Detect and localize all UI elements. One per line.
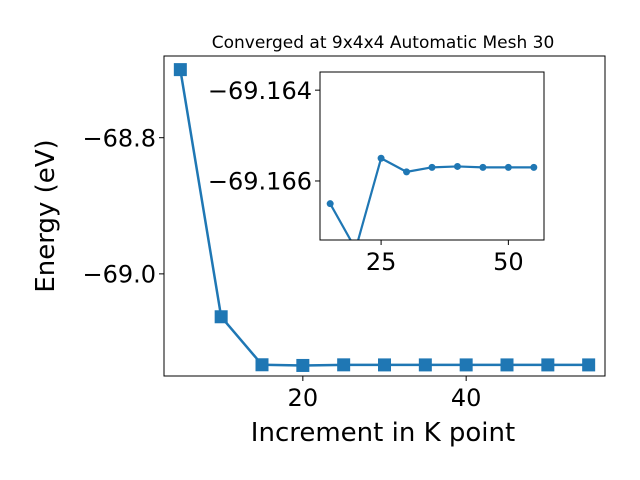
main-plot: 20 40 −69.0−68.8 Increment in K point Ene…: [31, 55, 606, 448]
main-data-point: [500, 358, 514, 372]
inset-data-point: [377, 154, 385, 162]
inset-x-tick-label: 25: [366, 248, 397, 276]
main-data-point: [378, 358, 391, 372]
inset-y-tick-label: −69.166: [208, 168, 312, 196]
main-data-point: [337, 358, 351, 372]
inset-y-axis: −69.166 −69.164: [208, 77, 320, 196]
main-x-tick-label: 20: [288, 384, 319, 412]
inset-background: [320, 72, 544, 240]
main-data-point: [541, 358, 555, 372]
x-axis-label: Increment in K point: [251, 418, 515, 448]
inset-data-point: [403, 168, 411, 176]
inset-y-tick-label: −69.164: [208, 77, 312, 105]
main-y-tick-label: −69.0: [82, 261, 156, 289]
main-data-point: [214, 310, 228, 324]
inset-data-point: [352, 246, 359, 253]
inset-data-point: [530, 163, 538, 171]
main-x-tick-label: 40: [451, 384, 482, 412]
main-data-point: [582, 358, 596, 372]
inset-data-point: [479, 163, 487, 171]
inset-series: [326, 154, 538, 253]
inset-x-axis: 25 50: [366, 240, 524, 276]
main-data-point: [296, 358, 310, 372]
main-data-point: [255, 358, 269, 372]
y-axis-label: Energy (eV): [31, 139, 61, 292]
main-data-point: [173, 63, 187, 77]
main-data-point: [418, 358, 432, 372]
chart-title: Converged at 9x4x4 Automatic Mesh 30: [212, 33, 555, 53]
main-data-point: [459, 358, 473, 372]
inset-plot: 25 50 −69.166 −69.164: [208, 71, 545, 276]
main-series: [173, 63, 596, 372]
main-x-axis: 20 40: [288, 376, 482, 412]
inset-x-tick-label: 50: [493, 248, 524, 276]
inset-frame: [319, 71, 545, 241]
inset-data-point: [428, 163, 436, 171]
inset-data-point: [453, 162, 461, 170]
main-y-axis: −69.0 −68.8: [82, 124, 164, 289]
main-plot-frame: [163, 55, 606, 377]
main-y-tick-label: −68.8: [82, 124, 156, 152]
inset-data-point: [504, 163, 512, 171]
inset-data-point: [326, 200, 334, 208]
